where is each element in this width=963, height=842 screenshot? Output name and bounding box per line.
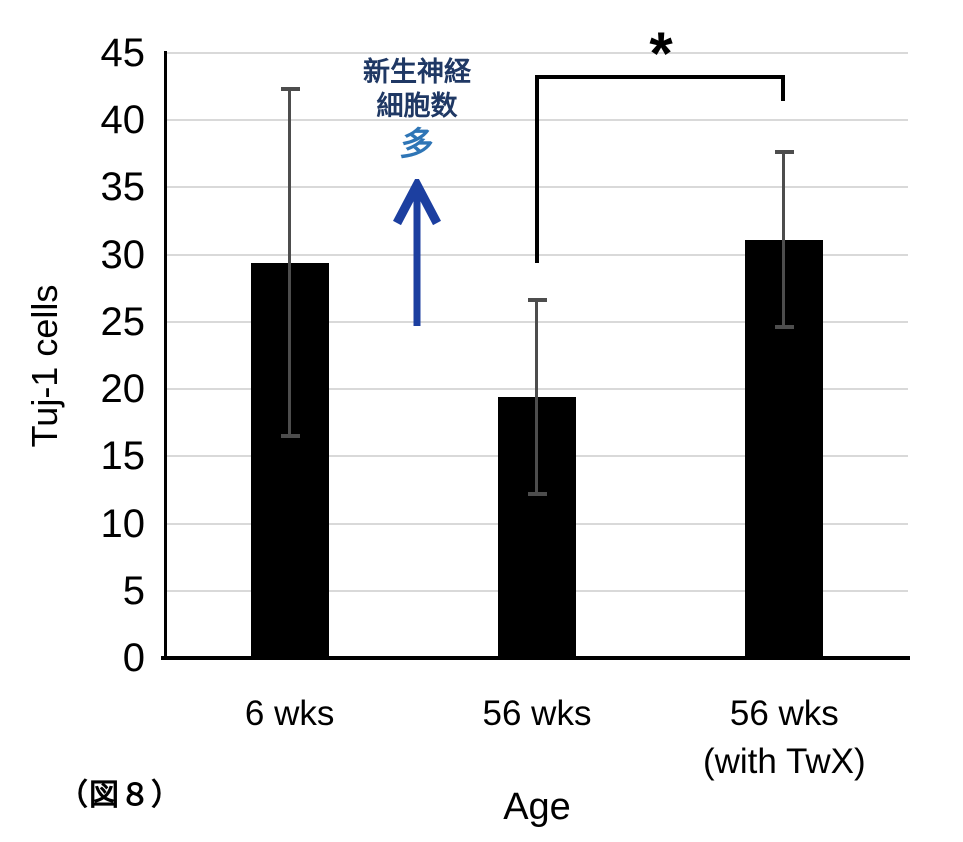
- error-bar: [782, 152, 786, 328]
- significance-asterisk: *: [649, 20, 673, 87]
- annotation-title: 新生神経 細胞数: [363, 55, 471, 123]
- y-tick-label: 40: [100, 98, 146, 143]
- x-tick-label-line: 56 wks: [482, 694, 592, 733]
- annotation-line-1: 新生神経: [363, 57, 471, 87]
- x-tick-label-line: (with TwX): [702, 742, 866, 781]
- figure-number-label: （図８）: [58, 779, 182, 812]
- y-tick-label: 45: [100, 31, 146, 75]
- y-axis-line: [164, 51, 167, 659]
- y-tick-label: 20: [100, 367, 146, 412]
- y-tick-label: 25: [100, 299, 146, 344]
- error-bar-cap-bottom: [280, 434, 300, 439]
- error-bar: [535, 300, 538, 494]
- x-tick-label-line: 6 wks: [244, 694, 335, 733]
- significance-bracket-left-leg: [535, 75, 539, 263]
- error-bar-cap-top: [775, 150, 795, 155]
- y-tick-label: 30: [100, 232, 146, 277]
- y-tick-label: 5: [122, 568, 145, 613]
- annotation-line-2: 細胞数: [376, 91, 458, 121]
- x-axis-title: Age: [503, 786, 571, 828]
- y-tick-label: 0: [122, 636, 145, 680]
- gridline: [166, 52, 908, 54]
- significance-bracket-horizontal: [535, 75, 785, 79]
- y-tick-label: 35: [100, 165, 146, 210]
- up-arrow-icon: [393, 179, 441, 326]
- error-bar-cap-bottom: [775, 325, 795, 330]
- y-tick-label: 15: [100, 434, 146, 479]
- annotation-emphasis: 多: [398, 125, 437, 162]
- x-tick-label: 56 wks: [483, 690, 592, 738]
- x-axis-line: [161, 656, 910, 660]
- error-bar-cap-bottom: [528, 491, 547, 496]
- plot-area: [166, 52, 908, 658]
- x-tick-label-line: 56 wks: [729, 694, 839, 733]
- error-bar-cap-top: [280, 87, 300, 92]
- y-tick-label: 10: [100, 501, 146, 546]
- significance-bracket-right-leg: [781, 75, 785, 101]
- x-tick-label: 6 wks: [245, 690, 334, 738]
- error-bar-cap-top: [528, 298, 547, 303]
- x-tick-label: 56 wks (with TwX): [703, 690, 866, 786]
- error-bar: [287, 89, 291, 437]
